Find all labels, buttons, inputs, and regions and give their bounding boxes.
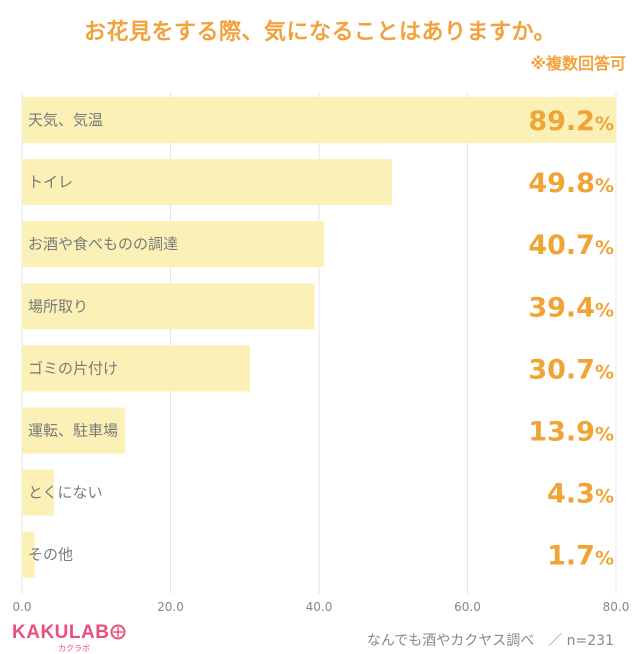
bar: [22, 221, 325, 268]
bar: [22, 97, 616, 143]
x-tick-label: 20.0: [157, 600, 184, 614]
bar: [22, 159, 392, 206]
value-label: 39.4%: [528, 292, 614, 323]
value-label: 30.7%: [528, 354, 614, 385]
logo-o-icon: [110, 624, 126, 640]
logo-subtitle: カクラボ: [58, 644, 90, 653]
bar: [22, 345, 250, 392]
bar: [22, 407, 126, 454]
category-label: 場所取り: [28, 297, 88, 315]
x-tick-label: 40.0: [306, 600, 333, 614]
value-label: 89.2%: [528, 106, 614, 137]
value-label: 4.3%: [547, 479, 614, 510]
category-label: その他: [28, 546, 73, 564]
x-tick-label: 60.0: [454, 600, 481, 614]
x-tick-label: 80.0: [603, 600, 630, 614]
value-label: 40.7%: [528, 230, 614, 261]
multiple-answer-note: ※複数回答可: [530, 54, 626, 73]
category-label: トイレ: [28, 173, 73, 191]
value-label: 49.8%: [528, 168, 614, 199]
chart-title: お花見をする際、気になることはありますか。: [83, 20, 557, 45]
category-label: とくにない: [28, 484, 103, 502]
value-label: 1.7%: [547, 541, 614, 572]
category-label: 運転、駐車場: [28, 422, 118, 440]
category-label: ゴミの片付け: [28, 359, 118, 377]
bar: [22, 531, 35, 578]
kakulab-logo: KAKULAB: [12, 622, 110, 643]
x-tick-label: 0.0: [12, 600, 31, 614]
category-label: 天気、気温: [28, 111, 103, 129]
survey-source: なんでも酒やカクヤス調べ ／ n=231: [366, 633, 614, 649]
bar: [22, 469, 54, 516]
category-label: お酒や食べものの調達: [28, 235, 178, 253]
bar: [22, 283, 315, 330]
value-label: 13.9%: [528, 417, 614, 448]
